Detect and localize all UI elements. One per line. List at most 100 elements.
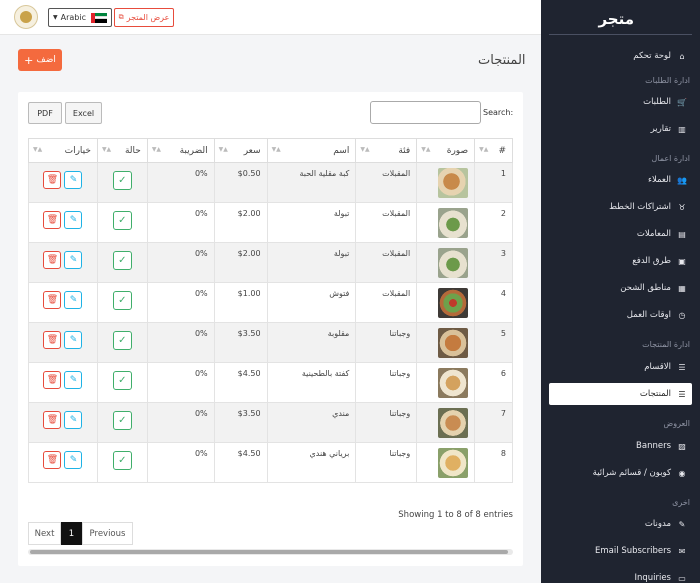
sidebar-item-label: لوحة تحكم [633,51,671,61]
sidebar-divider [549,34,692,35]
blog-icon: ✎ [678,519,686,529]
sidebar-item-label: كوبون / قسائم شرائية [592,468,671,478]
cell-number: 1 [474,162,513,203]
column-header-label: سعر [243,145,261,156]
users-icon: 👥 [677,175,687,185]
column-header-status[interactable]: حالة ▲▼ [96,138,148,163]
delete-icon[interactable]: 🗑 [43,371,62,389]
sidebar-item-email-subscribers[interactable]: Email Subscribers ✉ [549,540,692,562]
sidebar-item-shipping-zones[interactable]: مناطق الشحن ▦ [549,277,692,299]
sidebar-item-categories[interactable]: الاقسام ☰ [549,356,692,378]
edit-icon[interactable]: ✎ [64,171,83,189]
delete-icon[interactable]: 🗑 [43,251,62,269]
status-toggle[interactable]: ✓ [112,291,132,310]
products-table: # ▲▼ صورة ▲▼ فئة ▲▼ اسم ▲▼ سعر ▲▼ الضريبة ▲▼ ح… [28,138,513,483]
delete-icon[interactable]: 🗑 [43,451,62,469]
list-icon: ☰ [678,362,686,372]
sidebar-item-plan-subscriptions[interactable]: اشتراكات الخطط ♉ [549,196,692,218]
cell-number: 7 [474,402,513,443]
sidebar-item-working-hours[interactable]: اوقات العمل ◷ [549,304,692,326]
cell-number: 5 [474,322,513,363]
sidebar-item-customers[interactable]: العملاء 👥 [549,169,692,191]
list-icon: ☰ [678,389,686,399]
store-logo[interactable] [14,5,38,29]
sort-icon: ▲▼ [33,146,43,153]
edit-icon[interactable]: ✎ [64,411,83,429]
sidebar-item-blogs[interactable]: مدونات ✎ [549,513,692,535]
edit-icon[interactable]: ✎ [64,371,83,389]
sidebar-item-label: العملاء [647,175,671,185]
pdf-export-button[interactable]: PDF [28,102,62,124]
pagination-previous[interactable]: Previous [82,522,133,545]
sidebar-item-reports[interactable]: تقارير ▥ [549,118,692,140]
sidebar-item-dashboard[interactable]: لوحة تحكم ⌂ [549,45,692,67]
sidebar-item-coupons[interactable]: كوبون / قسائم شرائية ◉ [549,462,692,484]
sidebar-item-inquiries[interactable]: Inquiries ▭ [549,567,692,583]
plan-icon: ♉ [678,202,686,212]
cell-image [416,322,476,363]
plus-icon: + [24,53,34,67]
status-toggle[interactable]: ✓ [112,371,132,390]
sidebar-item-label: Email Subscribers [595,546,671,556]
pagination-page-1[interactable]: 1 [61,522,82,545]
sidebar-item-banners[interactable]: Banners ▨ [549,435,692,457]
product-thumbnail [438,168,469,198]
sidebar-item-label: الطلبات [643,97,671,107]
view-store-button[interactable]: عرض المتجر ⧉ [114,8,174,27]
column-header-name[interactable]: اسم ▲▼ [266,138,357,163]
cell-name: كفتة بالطحينية [266,362,357,403]
sidebar-item-payment-methods[interactable]: طرق الدفع ▣ [549,250,692,272]
horizontal-scrollbar[interactable] [28,549,513,555]
edit-icon[interactable]: ✎ [64,451,83,469]
sidebar-item-label: مدونات [644,519,671,529]
delete-icon[interactable]: 🗑 [43,331,62,349]
column-header-tax[interactable]: الضريبة ▲▼ [146,138,215,163]
table-header-row: # ▲▼ صورة ▲▼ فئة ▲▼ اسم ▲▼ سعر ▲▼ الضريبة ▲▼ ح… [28,138,513,163]
uae-flag-icon [91,12,107,23]
products-card: PDF Excel Search: # ▲▼ صورة ▲▼ فئة ▲▼ اسم ▲▼… [18,92,523,566]
home-icon: ⌂ [679,51,685,61]
language-label: Arabic [60,13,86,22]
status-toggle[interactable]: ✓ [112,331,132,350]
cell-price: $0.50 [213,162,268,203]
excel-export-button[interactable]: Excel [65,102,102,124]
cell-name: فتوش [266,282,357,323]
status-toggle[interactable]: ✓ [112,411,132,430]
status-toggle[interactable]: ✓ [112,211,132,230]
edit-icon[interactable]: ✎ [64,291,83,309]
delete-icon[interactable]: 🗑 [43,211,62,229]
column-header-number[interactable]: # ▲▼ [474,138,513,163]
pagination-next[interactable]: Next [28,522,61,545]
coupon-icon: ◉ [678,468,686,478]
delete-icon[interactable]: 🗑 [43,171,62,189]
status-toggle[interactable]: ✓ [112,171,132,190]
language-dropdown[interactable]: ▼ Arabic [48,8,112,27]
sidebar-item-products[interactable]: المنتجات ☰ [549,383,692,405]
sidebar-item-transactions[interactable]: المعاملات ▤ [549,223,692,245]
status-toggle[interactable]: ✓ [112,451,132,470]
edit-icon[interactable]: ✎ [64,331,83,349]
column-header-price[interactable]: سعر ▲▼ [213,138,268,163]
edit-icon[interactable]: ✎ [64,251,83,269]
sidebar-item-label: طرق الدفع [632,256,671,266]
map-icon: ▦ [678,283,686,293]
delete-icon[interactable]: 🗑 [43,411,62,429]
sidebar-section-orders: ادارة الطلبات [645,76,690,85]
status-toggle[interactable]: ✓ [112,251,132,270]
cell-image [416,402,476,443]
cell-name: مقلوبة [266,322,357,363]
scrollbar-thumb[interactable] [30,550,508,554]
column-header-label: فئة [398,145,411,156]
add-product-button[interactable]: اضف + [18,49,62,71]
column-header-image[interactable]: صورة ▲▼ [416,138,476,163]
sort-icon: ▲▼ [271,146,281,153]
mail-icon: ✉ [678,546,686,556]
column-header-options[interactable]: خيارات ▲▼ [28,138,98,163]
cell-image [416,362,476,403]
edit-icon[interactable]: ✎ [64,211,83,229]
sidebar-item-orders[interactable]: الطلبات 🛒 [549,91,692,113]
cell-price: $4.50 [213,442,268,483]
search-input[interactable] [370,101,481,124]
column-header-category[interactable]: فئة ▲▼ [355,138,418,163]
delete-icon[interactable]: 🗑 [43,291,62,309]
